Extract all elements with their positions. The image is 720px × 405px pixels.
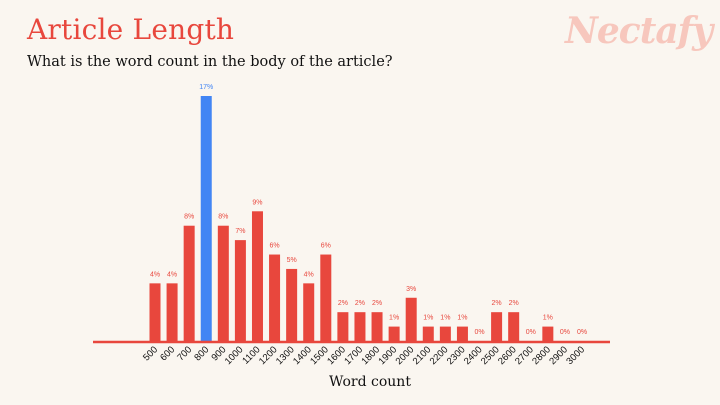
- bar-1100: [251, 211, 263, 341]
- value-label-1100: 9%: [252, 199, 262, 206]
- value-label-1200: 6%: [269, 243, 279, 250]
- value-label-1900: 1%: [389, 315, 399, 322]
- bar-2100: [422, 326, 434, 341]
- bar-600: [166, 283, 178, 341]
- value-label-1800: 2%: [372, 300, 382, 307]
- value-label-2300: 1%: [457, 315, 467, 322]
- value-label-2800: 1%: [543, 315, 553, 322]
- value-label-1400: 4%: [304, 271, 314, 278]
- chart-title: Article Length: [27, 13, 235, 46]
- bar-2300: [456, 326, 468, 341]
- bar-1600: [337, 312, 349, 341]
- tick-label-700: 700: [175, 344, 194, 363]
- bar-900: [217, 225, 229, 341]
- value-label-1000: 7%: [235, 228, 245, 235]
- value-label-2700: 0%: [526, 329, 536, 336]
- value-label-1700: 2%: [355, 300, 365, 307]
- bar-1200: [269, 254, 281, 341]
- bar-2600: [508, 312, 520, 341]
- value-label-2400: 0%: [474, 329, 484, 336]
- value-label-1600: 2%: [338, 300, 348, 307]
- tick-labels-group: 5006007008009001000110012001300140015001…: [141, 344, 587, 367]
- brand-logo: Nectafy: [565, 10, 713, 52]
- tick-label-600: 600: [158, 344, 177, 363]
- value-label-2600: 2%: [509, 300, 519, 307]
- chart-subtitle: What is the word count in the body of th…: [27, 54, 393, 70]
- tick-label-500: 500: [141, 344, 160, 363]
- value-label-2200: 1%: [440, 315, 450, 322]
- bar-2800: [542, 326, 554, 341]
- value-label-2500: 2%: [492, 300, 502, 307]
- bar-500: [149, 283, 161, 341]
- bar-1500: [320, 254, 332, 341]
- value-label-1500: 6%: [321, 243, 331, 250]
- bar-1400: [303, 283, 315, 341]
- bar-2200: [439, 326, 451, 341]
- value-label-500: 4%: [150, 271, 160, 278]
- value-label-800: 17%: [199, 84, 213, 91]
- bar-1800: [371, 312, 383, 341]
- bar-2500: [491, 312, 503, 341]
- bar-700: [183, 225, 195, 341]
- bar-1700: [354, 312, 366, 341]
- bar-800: [200, 96, 212, 341]
- value-labels-group: 4% 4% 8% 17% 8% 7% 9% 6% 5% 4% 6% 2% 2% 2% 1% 3% 1% 1% 1% 0…: [150, 84, 587, 336]
- bar-1300: [286, 268, 298, 341]
- value-label-2900: 0%: [560, 329, 570, 336]
- bar-1900: [388, 326, 400, 341]
- value-label-1300: 5%: [287, 257, 297, 264]
- value-label-700: 8%: [184, 214, 194, 221]
- tick-label-800: 800: [192, 344, 211, 363]
- value-label-2000: 3%: [406, 286, 416, 293]
- tick-label-1100: 1100: [240, 344, 262, 366]
- value-label-600: 4%: [167, 271, 177, 278]
- bars-group: [149, 96, 554, 341]
- value-label-900: 8%: [218, 214, 228, 221]
- x-axis-label: Word count: [329, 374, 411, 390]
- bar-1000: [234, 240, 246, 341]
- value-label-3000: 0%: [577, 329, 587, 336]
- value-label-2100: 1%: [423, 315, 433, 322]
- tick-label-3000: 3000: [564, 344, 587, 367]
- bar-2000: [405, 297, 417, 341]
